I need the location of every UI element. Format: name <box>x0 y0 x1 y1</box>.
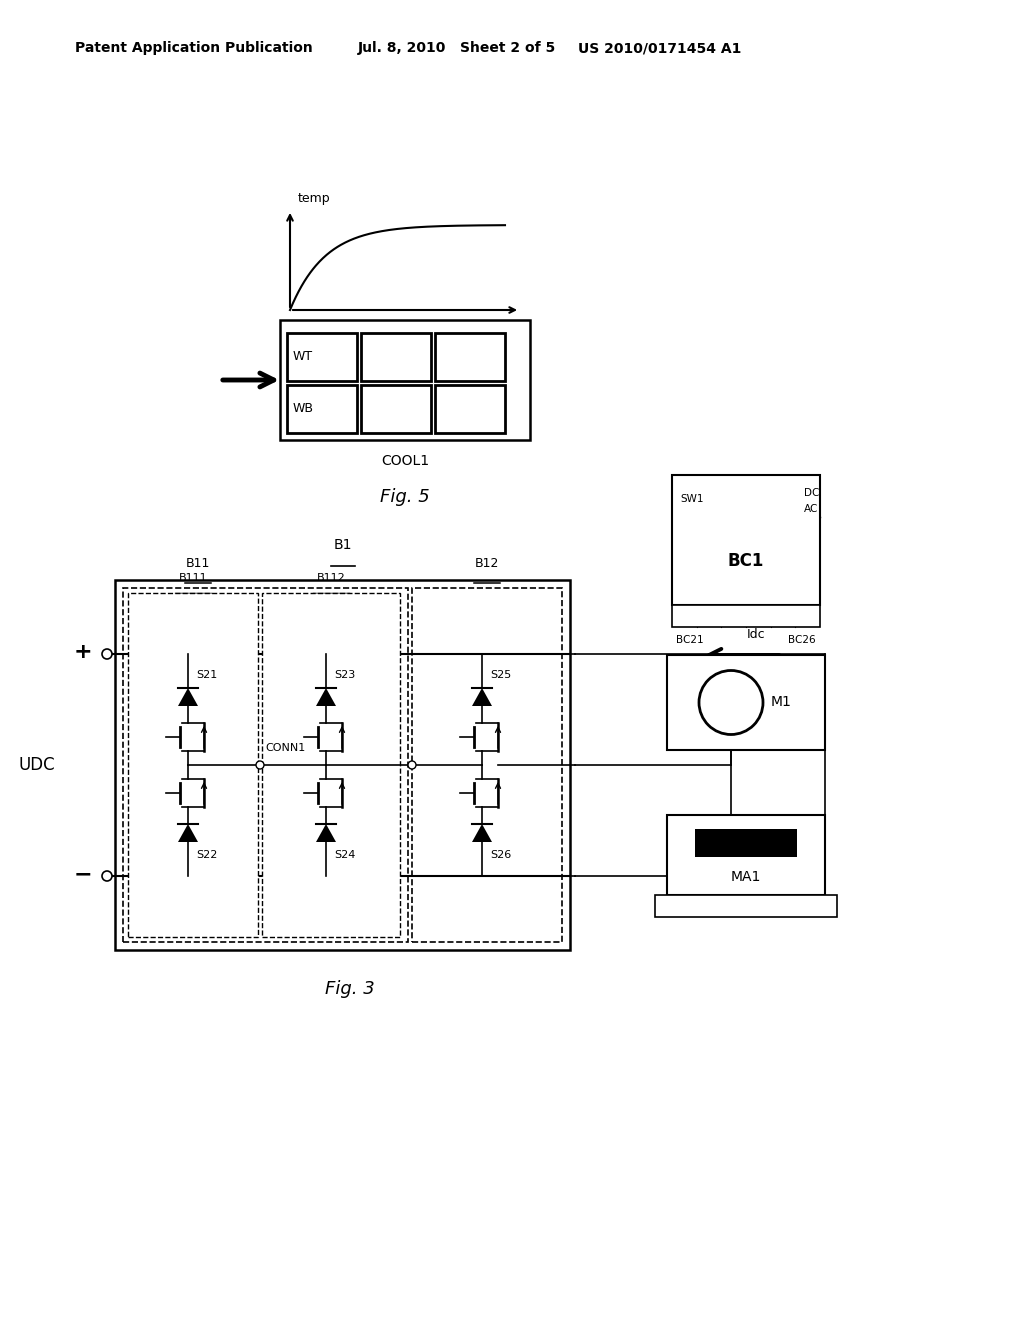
Text: M1: M1 <box>771 696 792 710</box>
Text: US 2010/0171454 A1: US 2010/0171454 A1 <box>578 41 741 55</box>
Text: Sheet 2 of 5: Sheet 2 of 5 <box>460 41 555 55</box>
Bar <box>667 814 825 895</box>
Polygon shape <box>316 688 336 706</box>
Bar <box>435 333 505 381</box>
Text: BC21: BC21 <box>676 635 703 645</box>
Text: S22: S22 <box>196 850 217 861</box>
Polygon shape <box>472 688 492 706</box>
Text: B111: B111 <box>178 573 207 583</box>
Text: Jul. 8, 2010: Jul. 8, 2010 <box>358 41 446 55</box>
Text: Fig. 5: Fig. 5 <box>380 488 430 506</box>
Bar <box>361 385 431 433</box>
Text: CONN1: CONN1 <box>265 743 305 752</box>
Circle shape <box>408 762 416 770</box>
Text: temp: temp <box>298 191 331 205</box>
Bar <box>412 587 562 942</box>
Polygon shape <box>316 824 336 842</box>
Polygon shape <box>178 824 198 842</box>
Text: +: + <box>74 642 92 663</box>
Text: BC26: BC26 <box>788 635 816 645</box>
Text: −: − <box>74 865 92 884</box>
Text: S25: S25 <box>490 671 511 680</box>
Bar <box>672 475 820 605</box>
Text: DC: DC <box>804 488 819 498</box>
Bar <box>115 579 570 950</box>
Text: S21: S21 <box>196 671 217 680</box>
Text: Idc: Idc <box>746 628 765 642</box>
Bar <box>435 385 505 433</box>
Circle shape <box>102 871 112 880</box>
Circle shape <box>102 649 112 659</box>
Bar <box>672 605 820 627</box>
Text: B11: B11 <box>185 557 210 570</box>
Bar <box>123 587 408 942</box>
Text: S23: S23 <box>334 671 355 680</box>
Text: B112: B112 <box>316 573 345 583</box>
Bar <box>287 333 357 381</box>
Text: SW1: SW1 <box>680 494 703 504</box>
Circle shape <box>699 671 763 734</box>
Text: MA1: MA1 <box>731 870 761 884</box>
Text: S24: S24 <box>334 850 355 861</box>
Text: S26: S26 <box>490 850 511 861</box>
Polygon shape <box>178 688 198 706</box>
Bar <box>655 895 837 917</box>
Bar <box>280 319 530 440</box>
Text: WB: WB <box>293 403 314 416</box>
Bar <box>667 655 825 750</box>
Bar <box>287 385 357 433</box>
Text: UDC: UDC <box>18 756 55 774</box>
Text: B1: B1 <box>333 539 352 552</box>
Circle shape <box>256 762 264 770</box>
Bar <box>262 593 400 937</box>
Text: Patent Application Publication: Patent Application Publication <box>75 41 312 55</box>
Text: WT: WT <box>293 351 313 363</box>
Polygon shape <box>472 824 492 842</box>
Bar <box>361 333 431 381</box>
Bar <box>695 829 797 857</box>
Text: Fig. 3: Fig. 3 <box>326 979 375 998</box>
Text: B12: B12 <box>475 557 499 570</box>
Text: BC1: BC1 <box>728 552 764 570</box>
Bar <box>128 593 258 937</box>
Text: AC: AC <box>804 504 818 513</box>
Text: COOL1: COOL1 <box>381 454 429 469</box>
